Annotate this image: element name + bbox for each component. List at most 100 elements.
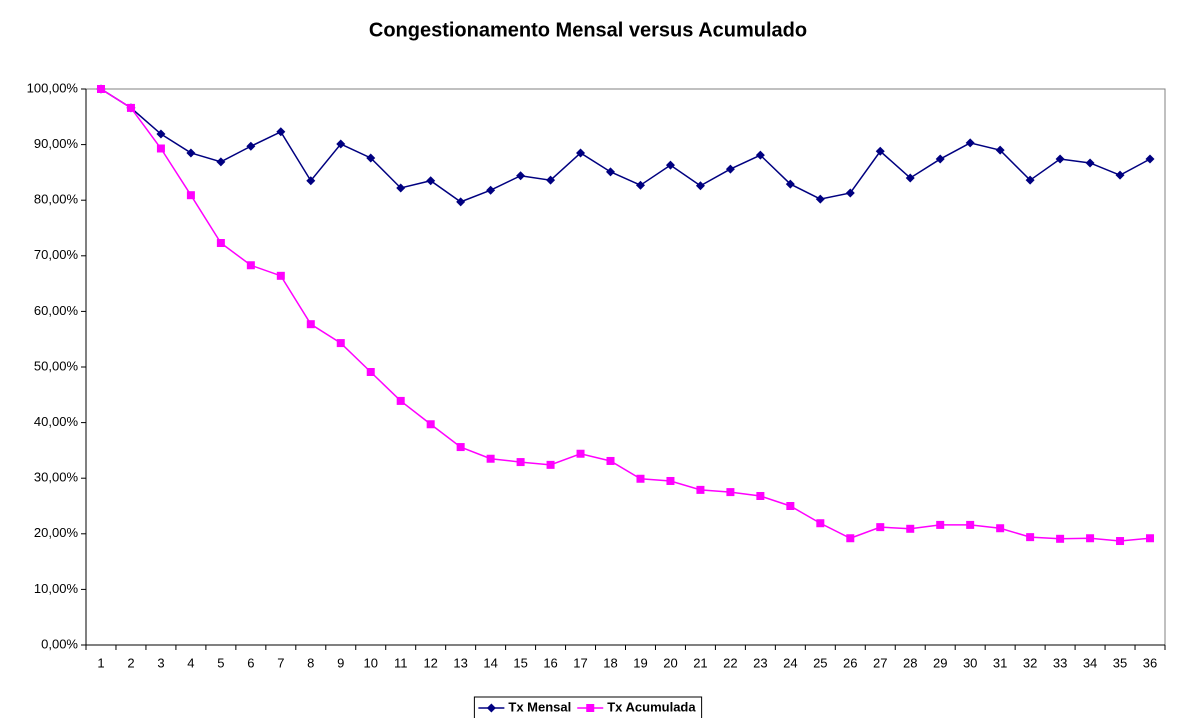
x-tick-label: 1	[97, 655, 104, 670]
y-tick-label: 50,00%	[34, 358, 79, 373]
y-tick-label: 30,00%	[34, 470, 79, 485]
x-tick-label: 19	[633, 655, 647, 670]
x-tick-label: 13	[453, 655, 467, 670]
x-tick-label: 25	[813, 655, 827, 670]
marker	[336, 339, 345, 348]
marker	[306, 176, 316, 186]
y-tick-label: 100,00%	[27, 80, 79, 95]
x-tick-label: 5	[217, 655, 224, 670]
marker	[126, 103, 135, 112]
chart-title: Congestionamento Mensal versus Acumulado	[369, 19, 807, 41]
marker	[696, 485, 705, 494]
marker	[186, 148, 196, 158]
marker	[965, 138, 975, 148]
marker	[586, 704, 595, 712]
marker	[576, 449, 585, 458]
legend-label: Tx Mensal	[508, 699, 571, 714]
x-tick-label: 22	[723, 655, 737, 670]
x-tick-label: 33	[1053, 655, 1067, 670]
marker	[96, 85, 105, 93]
marker	[966, 520, 975, 529]
y-tick-label: 70,00%	[34, 247, 79, 262]
legend: Tx Mensal Tx Acumulada	[473, 696, 703, 718]
marker	[606, 167, 616, 177]
x-tick-label: 6	[247, 655, 254, 670]
marker	[1146, 534, 1155, 543]
y-tick-label: 40,00%	[34, 414, 79, 429]
marker	[456, 443, 465, 452]
plot-area	[85, 88, 1166, 646]
marker	[486, 454, 495, 463]
x-tick-label: 29	[933, 655, 947, 670]
marker	[665, 160, 675, 170]
legend-label: Tx Acumulada	[607, 699, 696, 714]
marker	[156, 144, 165, 153]
x-tick-label: 16	[543, 655, 557, 670]
x-tick-label: 30	[963, 655, 977, 670]
marker	[426, 176, 436, 186]
marker	[635, 180, 645, 190]
x-tick-label: 23	[753, 655, 767, 670]
marker	[666, 476, 675, 485]
x-tick-label: 4	[187, 655, 194, 670]
marker	[935, 154, 945, 164]
marker	[846, 534, 855, 543]
marker	[1025, 175, 1035, 185]
x-tick-label: 14	[483, 655, 497, 670]
marker	[936, 520, 945, 529]
marker	[1055, 154, 1065, 164]
marker	[1026, 533, 1035, 542]
marker	[1056, 534, 1065, 543]
marker	[576, 148, 586, 158]
x-tick-label: 10	[364, 655, 378, 670]
marker	[216, 239, 225, 248]
series-line	[100, 88, 1151, 542]
x-tick-label: 26	[843, 655, 857, 670]
marker	[845, 188, 855, 198]
marker	[815, 194, 825, 204]
x-tick-label: 27	[873, 655, 887, 670]
marker	[756, 491, 765, 500]
marker	[995, 145, 1005, 155]
marker	[905, 173, 915, 183]
marker	[816, 519, 825, 528]
marker	[755, 150, 765, 160]
marker	[516, 171, 526, 181]
x-tick-label: 20	[663, 655, 677, 670]
x-tick-label: 8	[307, 655, 314, 670]
marker	[875, 146, 885, 156]
marker	[486, 185, 496, 195]
x-tick-label: 3	[157, 655, 164, 670]
marker	[276, 127, 286, 137]
x-tick-label: 7	[277, 655, 284, 670]
marker	[695, 181, 705, 191]
series-line	[100, 88, 1151, 203]
marker	[456, 197, 466, 207]
y-tick-label: 90,00%	[34, 136, 79, 151]
x-tick-label: 15	[513, 655, 527, 670]
marker	[996, 524, 1005, 533]
x-tick-label: 24	[783, 655, 797, 670]
x-tick-label: 12	[423, 655, 437, 670]
marker	[366, 368, 375, 377]
x-tick-label: 36	[1143, 655, 1157, 670]
marker	[156, 129, 166, 139]
marker	[636, 474, 645, 483]
x-tick-label: 31	[993, 655, 1007, 670]
marker	[246, 141, 256, 151]
marker	[606, 456, 615, 465]
marker	[366, 153, 376, 163]
x-tick-label: 17	[573, 655, 587, 670]
y-tick-label: 20,00%	[34, 525, 79, 540]
x-tick-label: 18	[603, 655, 617, 670]
marker	[546, 460, 555, 469]
marker	[1145, 154, 1155, 164]
x-tick-label: 35	[1113, 655, 1127, 670]
marker	[1116, 537, 1125, 546]
marker	[396, 183, 406, 193]
marker	[785, 179, 795, 189]
marker	[725, 164, 735, 174]
marker	[186, 191, 195, 200]
x-tick-label: 9	[337, 655, 344, 670]
